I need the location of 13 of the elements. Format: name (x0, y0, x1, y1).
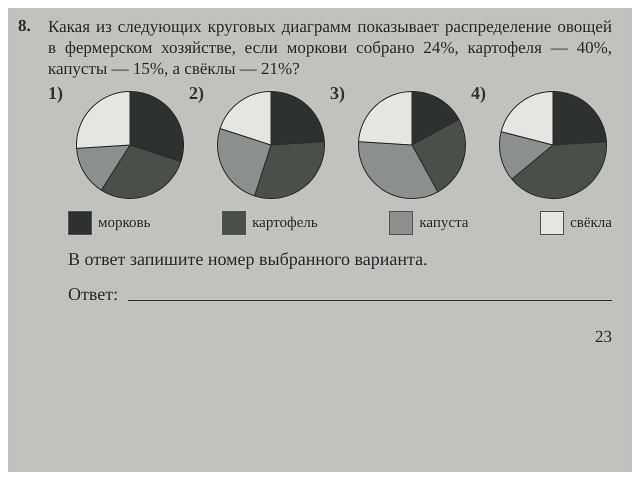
text: 8. (18, 16, 32, 37)
text: В ответ запишите номер выбранного варианта. (67, 248, 429, 270)
text: 23 (594, 326, 613, 347)
chart-title: 1) (48, 83, 64, 104)
chart-title: 2) (189, 83, 205, 104)
text: Ответ: (68, 284, 118, 305)
legend-label: картофель (252, 214, 318, 232)
legend-label: капуста (419, 214, 468, 232)
legend-label: морковь (98, 214, 150, 232)
chart-title: 4) (471, 83, 487, 104)
legend-label: свёкла (570, 214, 612, 232)
chart-title: 3) (330, 83, 346, 104)
chart-subtitle: Какая из следующих круговых диаграмм показывает распределение овощей в фермерском хозяйстве, если моркови собрано 24%, картофеля — 40%, капусты — 15%, а свёклы — 21%? (48, 16, 612, 79)
